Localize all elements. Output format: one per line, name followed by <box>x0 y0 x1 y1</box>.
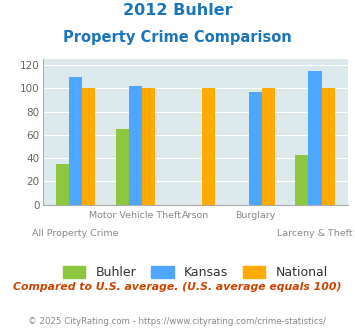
Bar <box>248 92 262 205</box>
Text: Motor Vehicle Theft: Motor Vehicle Theft <box>89 211 181 220</box>
Bar <box>82 88 95 205</box>
Bar <box>142 88 155 205</box>
Bar <box>295 155 308 205</box>
Text: Property Crime Comparison: Property Crime Comparison <box>63 30 292 45</box>
Bar <box>129 86 142 205</box>
Text: Burglary: Burglary <box>235 211 275 220</box>
Text: All Property Crime: All Property Crime <box>32 229 119 238</box>
Text: © 2025 CityRating.com - https://www.cityrating.com/crime-statistics/: © 2025 CityRating.com - https://www.city… <box>28 317 327 326</box>
Bar <box>202 88 215 205</box>
Bar <box>322 88 335 205</box>
Text: Larceny & Theft: Larceny & Theft <box>277 229 353 238</box>
Bar <box>56 164 69 205</box>
Text: Compared to U.S. average. (U.S. average equals 100): Compared to U.S. average. (U.S. average … <box>13 282 342 292</box>
Bar <box>308 71 322 205</box>
Bar <box>116 129 129 205</box>
Legend: Buhler, Kansas, National: Buhler, Kansas, National <box>63 266 328 279</box>
Text: Arson: Arson <box>182 211 209 220</box>
Bar <box>262 88 275 205</box>
Text: 2012 Buhler: 2012 Buhler <box>123 3 232 18</box>
Bar <box>69 77 82 205</box>
